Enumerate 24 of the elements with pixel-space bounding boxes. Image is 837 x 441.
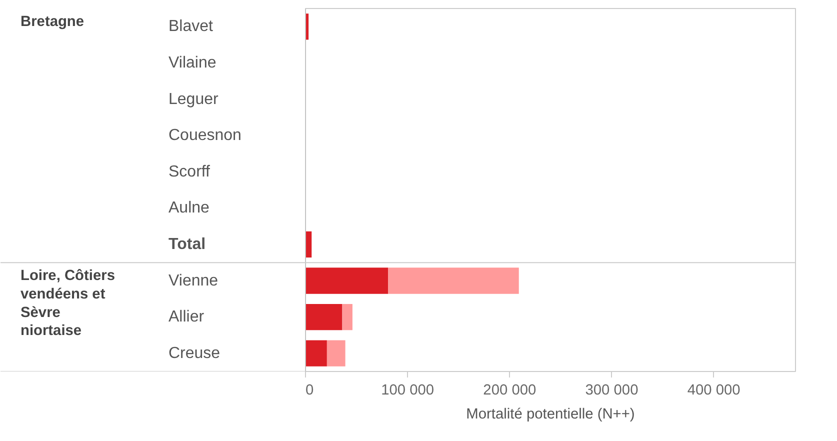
text: Loire, Côtiers vendéens et Sèvre niortaise xyxy=(20,268,115,340)
bar xyxy=(326,340,346,366)
x-tick-label: 200 000 xyxy=(483,382,536,398)
text: Bretagne xyxy=(20,14,84,30)
x-tick-label: 100 000 xyxy=(381,382,434,398)
bar xyxy=(306,340,327,366)
x-axis-title: Mortalité potentielle (N++) xyxy=(466,406,635,422)
x-tick-label: 400 000 xyxy=(687,382,740,398)
y-tick-label: Vienne xyxy=(168,272,218,290)
x-tick-label: 300 000 xyxy=(585,382,638,398)
y-tick-label: Blavet xyxy=(168,18,214,36)
y-tick-label: Creuse xyxy=(168,344,220,362)
y-tick-label: Scorff xyxy=(168,163,211,180)
y-tick-label: Allier xyxy=(168,308,205,326)
bar xyxy=(388,268,519,294)
y-tick-label: Leguer xyxy=(168,90,219,108)
y-tick-label: Total xyxy=(168,236,206,253)
bar xyxy=(306,304,342,330)
y-tick-label: Couesnon xyxy=(168,127,242,144)
y-tick-label: Vilaine xyxy=(168,54,216,72)
bar xyxy=(306,268,388,294)
bar xyxy=(342,304,352,330)
y-tick-label: Aulne xyxy=(168,200,210,217)
x-tick-label: 0 xyxy=(306,382,314,398)
